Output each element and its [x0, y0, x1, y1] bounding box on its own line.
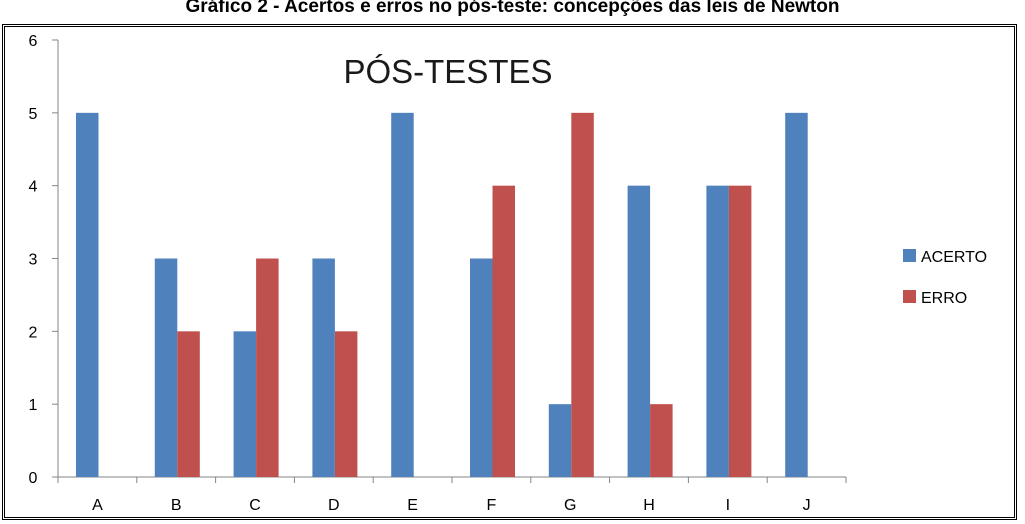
- bar-acerto-c: [233, 331, 257, 477]
- y-tick-label: 4: [29, 179, 38, 196]
- legend-label-acerto: ACERTO: [921, 249, 987, 266]
- bar-acerto-i: [706, 185, 729, 477]
- y-tick-label: 3: [29, 252, 38, 269]
- x-tick-label: A: [92, 497, 103, 514]
- x-tick-label: J: [803, 497, 811, 514]
- x-tick-label: G: [564, 497, 576, 514]
- bar-acerto-f: [470, 258, 493, 477]
- x-tick-label: C: [249, 497, 261, 514]
- bar-erro-b: [177, 331, 200, 477]
- bar-acerto-a: [76, 112, 99, 477]
- legend-swatch-erro: [903, 290, 916, 303]
- legend-label-erro: ERRO: [921, 290, 967, 307]
- figure-caption: Gráfico 2 - Acertos e erros no pós-teste…: [185, 0, 840, 17]
- x-tick-label: I: [726, 497, 730, 514]
- y-tick-label: 1: [29, 397, 38, 414]
- legend-swatch-acerto: [903, 249, 916, 262]
- bar-erro-i: [728, 185, 752, 477]
- bar-acerto-h: [627, 185, 651, 477]
- bar-erro-f: [492, 185, 515, 477]
- chart-legend: ACERTO ERRO: [903, 249, 987, 307]
- bar-erro-g: [571, 112, 594, 477]
- y-tick-label: 2: [29, 324, 38, 341]
- x-tick-label: B: [171, 497, 182, 514]
- bar-acerto-e: [391, 112, 414, 477]
- bar-acerto-g: [548, 404, 572, 477]
- bar-acerto-b: [154, 258, 178, 477]
- x-tick-label: F: [487, 497, 497, 514]
- x-tick-label: H: [643, 497, 655, 514]
- bar-erro-h: [650, 404, 673, 477]
- y-tick-label: 0: [29, 470, 38, 487]
- bar-erro-d: [334, 331, 358, 477]
- chart-title: PÓS-TESTES: [343, 53, 552, 90]
- y-tick-label: 6: [29, 33, 38, 50]
- x-tick-label: D: [328, 497, 340, 514]
- y-tick-label: 5: [29, 106, 38, 123]
- chart-tick-labels: 0 1 2 3 4 5 6 A B C D E F G H I J: [29, 33, 811, 514]
- chart-bars: [76, 112, 808, 477]
- bar-acerto-d: [312, 258, 335, 477]
- bar-acerto-j: [785, 112, 808, 477]
- bar-erro-c: [256, 258, 279, 477]
- x-tick-label: E: [407, 497, 418, 514]
